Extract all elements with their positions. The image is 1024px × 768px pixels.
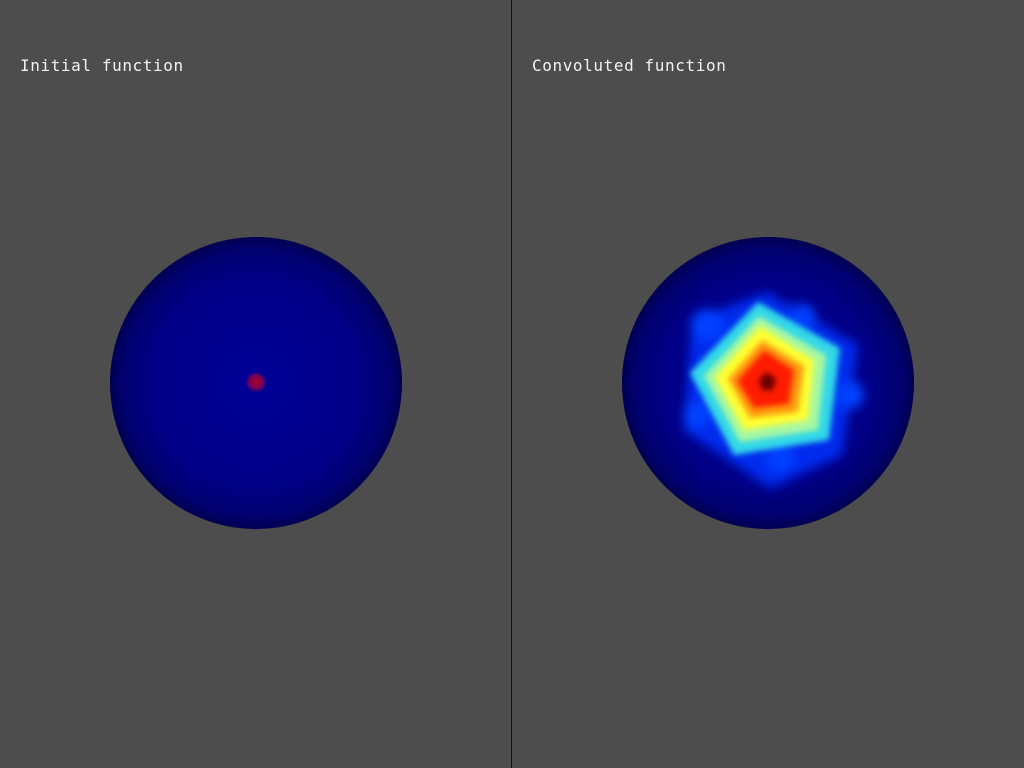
peak-center bbox=[759, 372, 776, 390]
initial-function-viewport[interactable]: Initial function bbox=[0, 0, 511, 768]
convoluted-function-title: Convoluted function bbox=[532, 56, 727, 75]
initial-function-sphere[interactable] bbox=[0, 0, 511, 768]
initial-function-title: Initial function bbox=[20, 56, 184, 75]
convoluted-function-sphere[interactable] bbox=[512, 0, 1024, 768]
convoluted-function-viewport[interactable]: Convoluted function bbox=[512, 0, 1024, 768]
viewport-divider bbox=[511, 0, 512, 768]
delta-spot bbox=[244, 370, 268, 394]
